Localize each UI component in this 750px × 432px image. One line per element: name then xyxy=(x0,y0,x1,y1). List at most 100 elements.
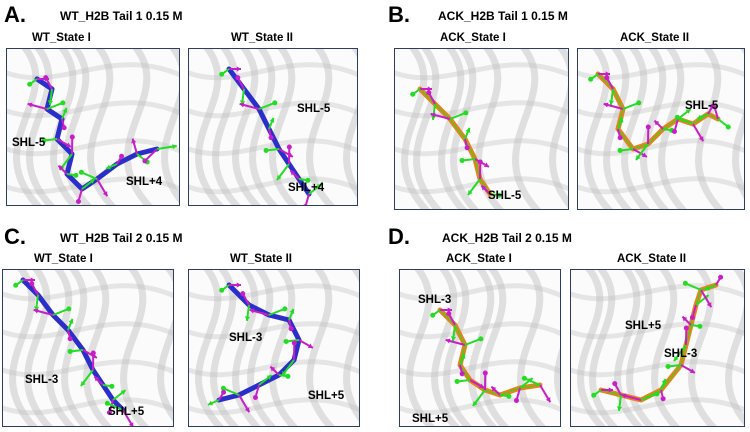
mode-vector-head xyxy=(221,389,227,395)
molecule-render xyxy=(400,270,560,426)
mode-vector-head xyxy=(47,100,54,105)
dna-ribbon xyxy=(438,49,468,209)
dna-ribbon xyxy=(3,397,173,416)
dna-ribbon xyxy=(400,283,560,302)
mode-vector xyxy=(464,337,482,346)
dna-ribbon xyxy=(124,49,154,205)
mode-vector-head xyxy=(430,312,436,318)
mode-vector-head xyxy=(698,136,704,142)
mode-vector-head xyxy=(426,90,432,96)
mode-vector-head xyxy=(66,306,72,312)
dna-ribbon xyxy=(395,138,568,157)
mode-vector xyxy=(80,171,98,180)
shl-label: SHL+5 xyxy=(308,390,345,402)
mode-vector-head xyxy=(283,338,289,344)
mode-vector-head xyxy=(13,282,19,288)
mode-vector-head xyxy=(704,285,710,291)
dna-ribbon xyxy=(571,283,744,302)
mode-vector-head xyxy=(641,152,647,158)
mode-vector-head xyxy=(94,376,100,382)
mode-vector-head xyxy=(618,117,624,123)
mode-vector-head xyxy=(266,375,272,380)
mode-vector-head xyxy=(450,336,457,341)
mode-vector-head xyxy=(207,400,213,406)
dna-ribbon xyxy=(400,321,560,340)
mode-vector-head xyxy=(61,125,67,131)
mode-vector xyxy=(144,148,158,162)
mode-vector-head xyxy=(689,368,695,374)
mode-vector-head xyxy=(608,387,613,393)
mode-vector-head xyxy=(636,100,642,106)
dna-ribbon xyxy=(603,49,633,209)
state-title-c1: WT_State I xyxy=(34,253,93,265)
mode-vector-head xyxy=(244,316,251,321)
mode-vector-head xyxy=(316,184,322,189)
mode-vector-head xyxy=(671,129,677,135)
mode-vector-head xyxy=(80,380,86,386)
mode-vector-head xyxy=(244,407,250,413)
molecule-render xyxy=(7,49,179,205)
mode-vector-head xyxy=(307,343,313,349)
mode-vector xyxy=(449,111,467,120)
mode-vector-head xyxy=(465,127,471,133)
mode-vector xyxy=(52,307,70,316)
mode-vector-head xyxy=(410,91,416,97)
mode-vector-head xyxy=(219,71,225,77)
panel-letter-b: B. xyxy=(388,2,410,27)
mode-vector-head xyxy=(239,102,245,108)
mode-vector-head xyxy=(102,191,108,197)
mode-vector-head xyxy=(269,117,275,123)
dna-ribbon xyxy=(46,270,76,426)
mode-vector-head xyxy=(131,138,137,144)
mode-vector-head xyxy=(219,287,225,293)
mode-vector-head xyxy=(60,100,66,106)
dna-ribbon xyxy=(157,270,173,422)
mode-vector-head xyxy=(617,147,623,153)
mode-vector-head xyxy=(682,316,688,322)
structure-view-d1 xyxy=(399,269,561,427)
mode-vector-head xyxy=(685,109,691,114)
shl-label: SHL-5 xyxy=(297,103,331,115)
dna-ribbon xyxy=(395,100,568,119)
mode-vector-head xyxy=(481,185,487,191)
mode-vector-head xyxy=(478,383,484,389)
molecule-render xyxy=(189,270,359,426)
mode-vector-head xyxy=(43,75,49,81)
mode-vector-head xyxy=(603,102,609,108)
mode-vector xyxy=(640,392,658,401)
dna-ribbon xyxy=(120,270,150,426)
mode-vector-head xyxy=(120,390,126,395)
dna-ribbon xyxy=(468,270,498,426)
mode-vector-head xyxy=(459,371,465,377)
mode-vector-head xyxy=(588,76,594,82)
mode-vector xyxy=(268,307,286,316)
state-title-a1: WT_State I xyxy=(32,32,91,44)
dna-ribbon xyxy=(640,49,670,209)
mode-vector-head xyxy=(464,145,470,151)
shl-label: SHL-5 xyxy=(12,137,46,149)
mode-vector xyxy=(46,101,64,110)
mode-vector-head xyxy=(645,124,651,130)
mode-vector-head xyxy=(513,398,519,404)
dna-ribbon xyxy=(189,100,357,119)
dna-ribbon xyxy=(626,270,656,426)
dna-ribbon xyxy=(651,270,681,426)
dna-ribbon xyxy=(621,49,651,209)
dna-ribbon xyxy=(695,49,725,209)
shl-label: SHL+4 xyxy=(288,182,325,194)
mode-vector xyxy=(622,101,640,110)
dna-ribbon xyxy=(7,100,179,119)
mode-vector xyxy=(222,387,240,396)
shl-label: SHL-5 xyxy=(488,190,522,202)
dna-ribbon xyxy=(63,49,93,205)
structure-view-a1 xyxy=(6,48,180,206)
mode-vector-head xyxy=(454,378,460,384)
dna-ribbon xyxy=(578,62,744,81)
dna-ribbon xyxy=(480,270,510,426)
dna-ribbon xyxy=(3,359,173,378)
mode-vector-head xyxy=(290,170,296,176)
dna-ribbon xyxy=(400,359,560,378)
dna-ribbon xyxy=(195,49,225,205)
dna-ribbon xyxy=(189,359,359,378)
molecule-render xyxy=(395,49,568,209)
